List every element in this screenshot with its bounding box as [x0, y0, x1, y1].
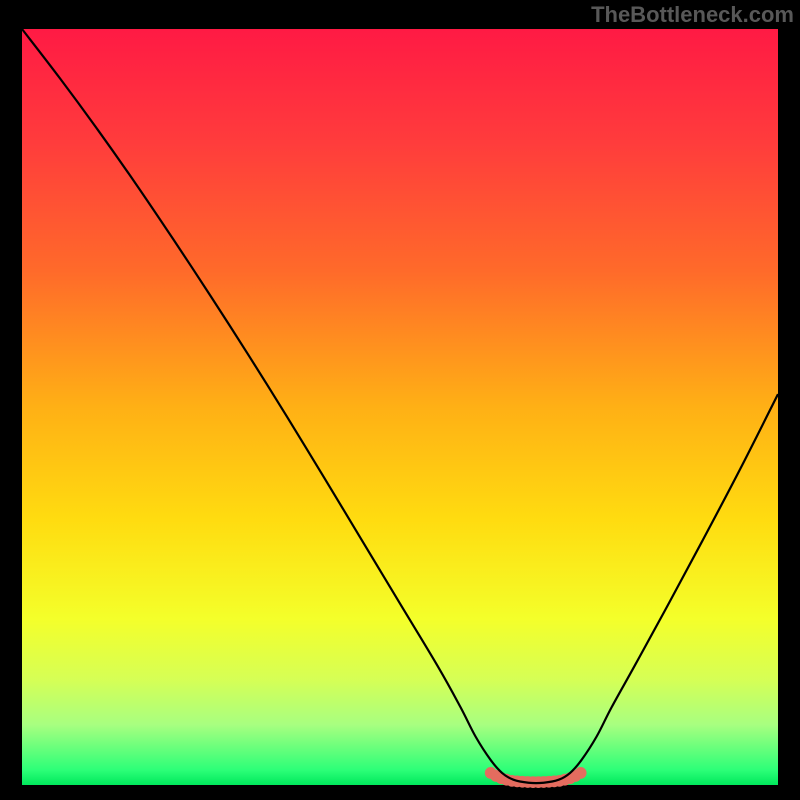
bottleneck-chart [0, 0, 800, 800]
plot-background-gradient [22, 29, 778, 785]
sweet-spot-dot [575, 768, 586, 779]
watermark-text: TheBottleneck.com [591, 2, 794, 28]
chart-container: TheBottleneck.com [0, 0, 800, 800]
